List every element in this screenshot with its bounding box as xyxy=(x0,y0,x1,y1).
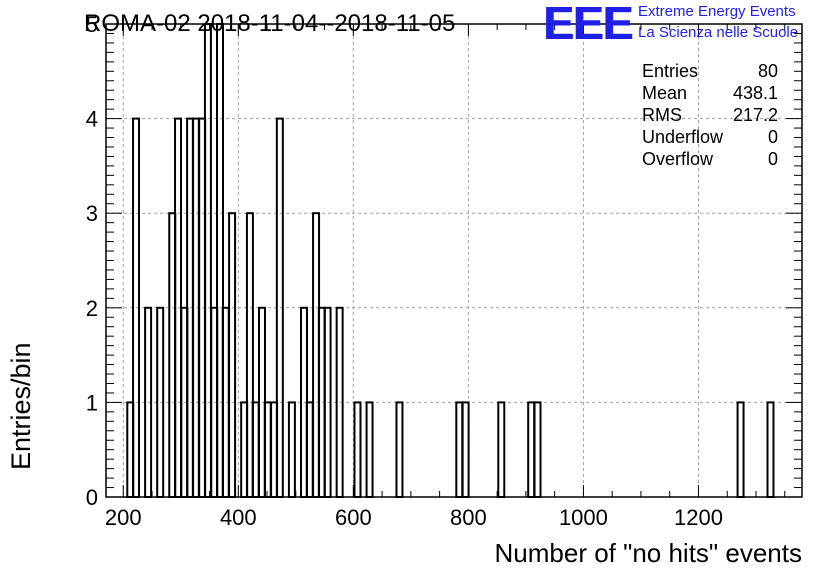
histogram-bar xyxy=(251,401,260,498)
stat-label: Mean xyxy=(642,83,688,103)
stat-label: Underflow xyxy=(642,127,724,147)
logo-text-line2: La Scienza nelle Scuole xyxy=(638,24,799,41)
stat-value: 0 xyxy=(767,149,778,169)
eee-logo: EEE xyxy=(543,0,633,49)
histogram-bar xyxy=(527,401,536,498)
logo-text-line1: Extreme Energy Events xyxy=(638,3,796,20)
stat-row-entries: Entries 80 xyxy=(642,60,778,82)
histogram-bar xyxy=(287,401,296,498)
stat-row-overflow: Overflow 0 xyxy=(642,148,778,170)
x-tick-label: 600 xyxy=(335,505,372,530)
x-tick-label: 1200 xyxy=(674,505,723,530)
stats-box: Entries 80 Mean 438.1 RMS 217.2 Underflo… xyxy=(642,60,778,170)
histogram-bar xyxy=(497,401,506,498)
histogram-bar xyxy=(395,401,404,498)
y-tick-label: 0 xyxy=(86,485,98,510)
y-axis-label: Entries/bin xyxy=(6,342,36,470)
stat-value: 217.2 xyxy=(732,105,778,125)
stat-value: 80 xyxy=(757,61,778,81)
x-axis-label: Number of "no hits" events xyxy=(494,538,803,568)
stat-label: RMS xyxy=(642,105,682,125)
histogram-bar xyxy=(353,401,362,498)
y-tick-label: 1 xyxy=(86,390,98,415)
histogram-bar xyxy=(365,401,374,498)
y-tick-label: 5 xyxy=(86,12,98,37)
stat-label: Entries xyxy=(642,61,699,81)
stat-label: Overflow xyxy=(642,149,714,169)
x-tick-label: 800 xyxy=(450,505,487,530)
histogram-bar xyxy=(455,401,464,498)
x-tick-label: 1000 xyxy=(559,505,608,530)
histogram-bar xyxy=(533,401,542,498)
chart-title: ROMA-02 2018-11-04--2018-11-05 xyxy=(84,10,456,37)
histogram-bar xyxy=(275,117,284,498)
histogram-bar xyxy=(305,401,314,498)
y-tick-label: 4 xyxy=(86,107,98,132)
x-tick-label: 200 xyxy=(105,505,142,530)
stat-row-mean: Mean 438.1 xyxy=(642,82,778,104)
histogram-bar xyxy=(323,306,332,498)
y-tick-label: 3 xyxy=(86,201,98,226)
stat-value: 438.1 xyxy=(732,83,778,103)
histogram-bar xyxy=(335,306,344,498)
histogram-bar xyxy=(221,306,230,498)
histogram-bar xyxy=(203,23,212,498)
histogram-bar xyxy=(228,212,237,498)
histogram-bar xyxy=(461,401,470,498)
histogram-bar xyxy=(736,401,745,498)
stat-row-underflow: Underflow 0 xyxy=(642,126,778,148)
y-tick-label: 2 xyxy=(86,296,98,321)
stat-row-rms: RMS 217.2 xyxy=(642,104,778,126)
histogram-bar xyxy=(263,401,272,498)
histogram-bar xyxy=(766,401,775,498)
x-tick-label: 400 xyxy=(220,505,257,530)
histogram-bar xyxy=(191,117,200,498)
stat-value: 0 xyxy=(767,127,778,147)
